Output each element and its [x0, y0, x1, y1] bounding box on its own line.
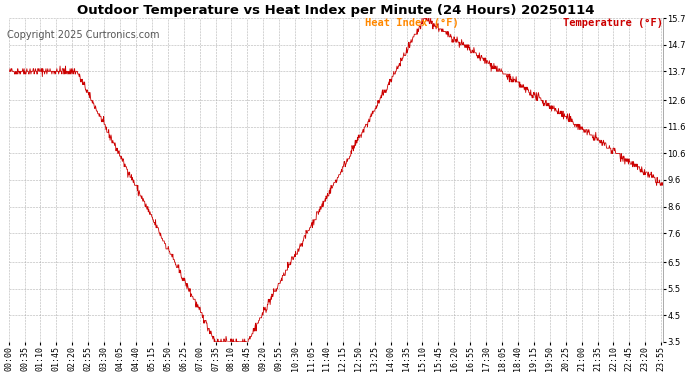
Text: Temperature (°F): Temperature (°F) — [563, 18, 663, 28]
Text: Heat Index (°F): Heat Index (°F) — [365, 18, 459, 28]
Text: Copyright 2025 Curtronics.com: Copyright 2025 Curtronics.com — [7, 30, 159, 40]
Title: Outdoor Temperature vs Heat Index per Minute (24 Hours) 20250114: Outdoor Temperature vs Heat Index per Mi… — [77, 4, 595, 17]
